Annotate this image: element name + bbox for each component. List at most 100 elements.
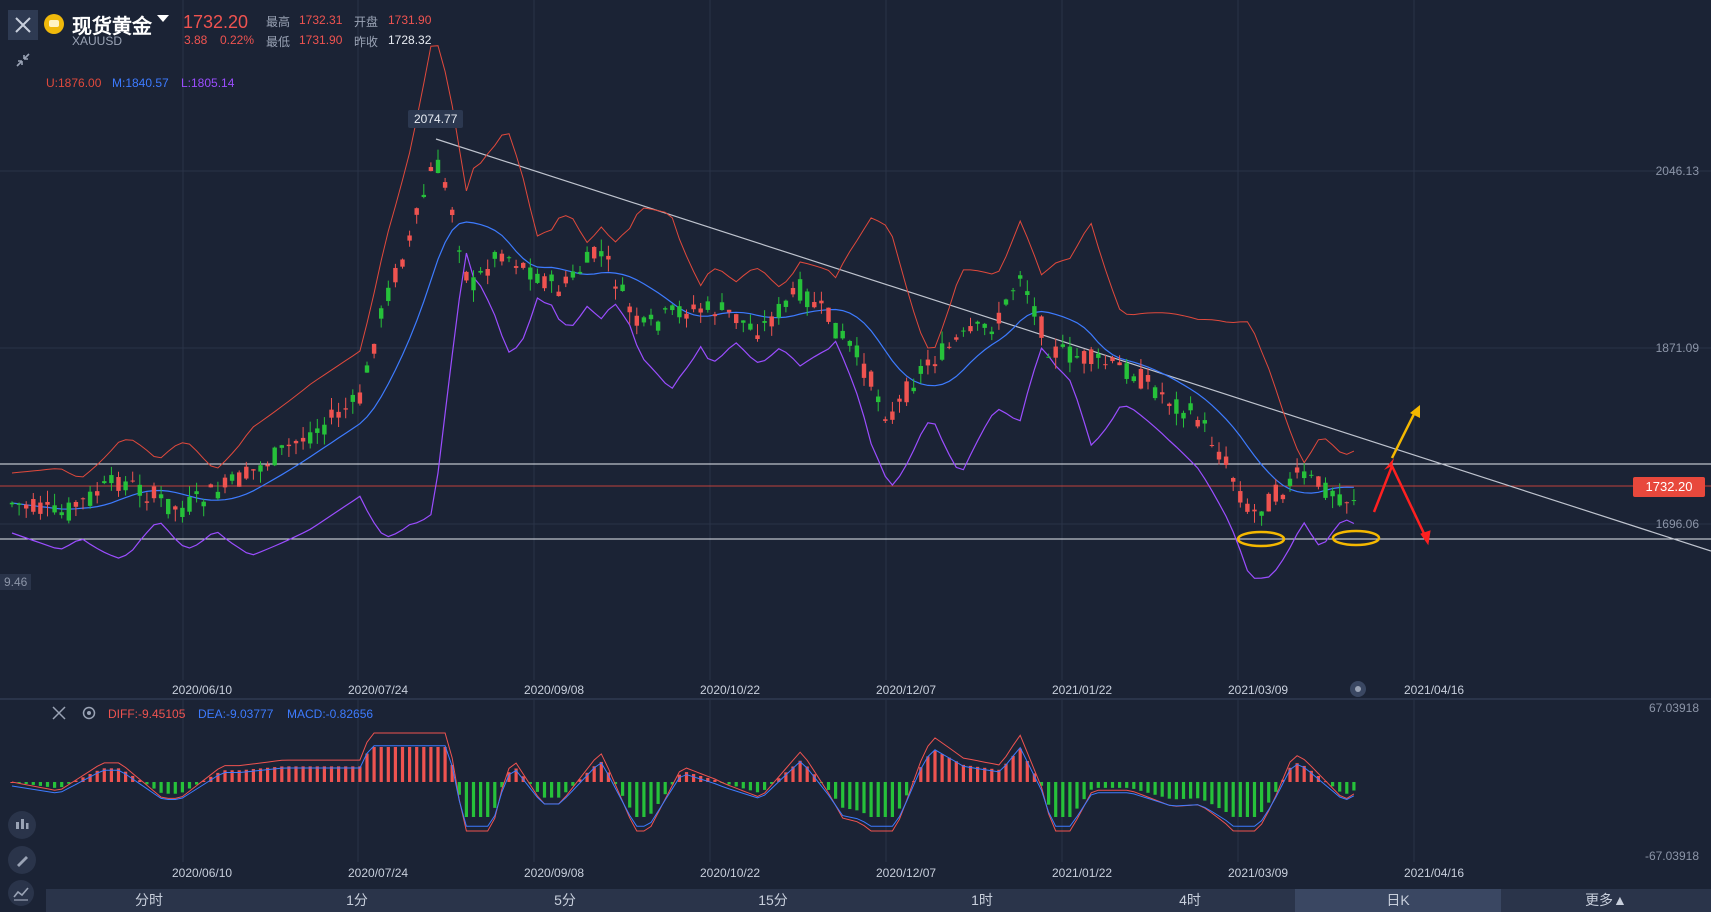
candle-body	[1018, 275, 1023, 279]
candle-body	[1195, 419, 1200, 427]
scroll-latest-button[interactable]	[1350, 681, 1366, 697]
macd-bar	[734, 782, 738, 787]
candle-body	[258, 465, 263, 472]
macd-bar	[386, 747, 390, 782]
macd-bar	[95, 770, 99, 782]
macd-bar	[919, 767, 923, 782]
timeframe-tab[interactable]: 4时	[1179, 892, 1201, 908]
candle-style-button[interactable]	[8, 811, 36, 839]
macd-bar	[1217, 782, 1221, 809]
instrument-name[interactable]: 现货黄金	[72, 16, 152, 38]
candle-body	[805, 291, 810, 308]
macd-bar	[1260, 782, 1264, 813]
candle-body	[471, 277, 476, 291]
macd-bar	[429, 747, 433, 782]
macd-bar	[1196, 782, 1200, 799]
bollinger-upper-band	[11, 45, 1355, 478]
candle-body	[357, 392, 363, 404]
price-change-pct: 0.22%	[220, 33, 255, 47]
macd-bar	[621, 782, 625, 796]
macd-bar	[954, 761, 958, 782]
macd-bar	[613, 782, 618, 785]
candle-body	[961, 330, 966, 332]
candle-body	[939, 343, 945, 360]
candle-body	[293, 440, 299, 444]
annotation-ellipse	[1331, 529, 1381, 547]
macd-bar	[315, 766, 319, 782]
high-value: 1732.31	[299, 13, 343, 27]
timeframe-bar: 分时 1分 5分 15分 1时 4时 日K 更多▲	[46, 889, 1711, 912]
candle-body	[755, 335, 760, 340]
candle-body	[1273, 484, 1278, 502]
macd-bar	[166, 782, 170, 794]
candle-body	[719, 302, 725, 310]
timeframe-tab[interactable]: 5分	[554, 892, 576, 908]
indicator-button[interactable]	[8, 880, 34, 906]
draw-tool-button[interactable]	[8, 846, 36, 874]
close-chart-button[interactable]	[8, 10, 38, 40]
macd-bar	[223, 770, 227, 782]
bollinger-middle: M:1840.57	[112, 76, 169, 90]
timeframe-tab[interactable]: 15分	[758, 892, 788, 908]
macd-bar	[1203, 782, 1207, 801]
macd-bar	[834, 782, 838, 799]
macd-bar	[841, 782, 845, 808]
candle-body	[116, 477, 121, 491]
open-label: 开盘	[354, 15, 379, 29]
macd-bar	[585, 772, 589, 782]
macd-bar	[1047, 782, 1051, 805]
macd-bar	[649, 782, 653, 814]
candle-body	[648, 314, 654, 320]
timeframe-tab[interactable]: 分时	[135, 892, 163, 908]
candle-body	[1032, 306, 1037, 317]
macd-bar	[187, 782, 192, 789]
timeframe-tab[interactable]: 1分	[346, 892, 368, 908]
macd-bar	[116, 768, 121, 782]
macd-bar	[216, 772, 220, 782]
timeframe-tab[interactable]: 1时	[971, 892, 993, 908]
timeframe-more[interactable]: 更多▲	[1585, 892, 1627, 908]
macd-axis-top: 67.03918	[1648, 701, 1699, 715]
macd-bar	[408, 747, 412, 782]
collapse-button[interactable]	[8, 45, 38, 75]
timeframe-tab-active[interactable]: 日K	[1295, 889, 1501, 912]
candle-body	[158, 494, 164, 499]
candle-body	[783, 300, 789, 307]
chevron-down-icon[interactable]	[157, 15, 169, 22]
macd-bar	[997, 769, 1001, 782]
macd-bar	[606, 772, 610, 782]
candle-body	[1089, 349, 1094, 365]
candle-body	[947, 346, 952, 348]
candle-body	[457, 250, 462, 252]
candle-body	[1174, 399, 1179, 414]
macd-bar	[102, 768, 106, 782]
candle-body	[570, 271, 576, 278]
macd-bar	[1309, 770, 1313, 782]
candle-body	[762, 321, 767, 323]
candle-body	[613, 286, 618, 289]
candle-body	[826, 307, 831, 322]
macd-settings-button[interactable]	[81, 705, 97, 726]
candle-body	[1323, 482, 1328, 498]
candle-body	[968, 326, 973, 332]
candle-body	[379, 308, 384, 319]
macd-bar	[713, 779, 717, 782]
macd-bar	[500, 782, 504, 788]
date-label: 2021/03/09	[1228, 683, 1289, 697]
arrow-head	[1410, 405, 1420, 418]
candle-body	[1287, 478, 1293, 486]
trend-line	[435, 138, 1711, 552]
candle-body	[790, 287, 796, 295]
current-price: 1732.20	[183, 12, 249, 32]
candle-body	[1110, 357, 1115, 362]
macd-bar	[507, 772, 511, 782]
candle-body	[1138, 369, 1144, 389]
candle-body	[286, 444, 292, 447]
candle-body	[194, 491, 199, 495]
macd-bar	[550, 782, 554, 798]
macd-bar	[976, 766, 980, 782]
candle-body	[1181, 412, 1186, 419]
close-macd-button[interactable]	[52, 706, 66, 725]
macd-bar	[1245, 782, 1249, 817]
